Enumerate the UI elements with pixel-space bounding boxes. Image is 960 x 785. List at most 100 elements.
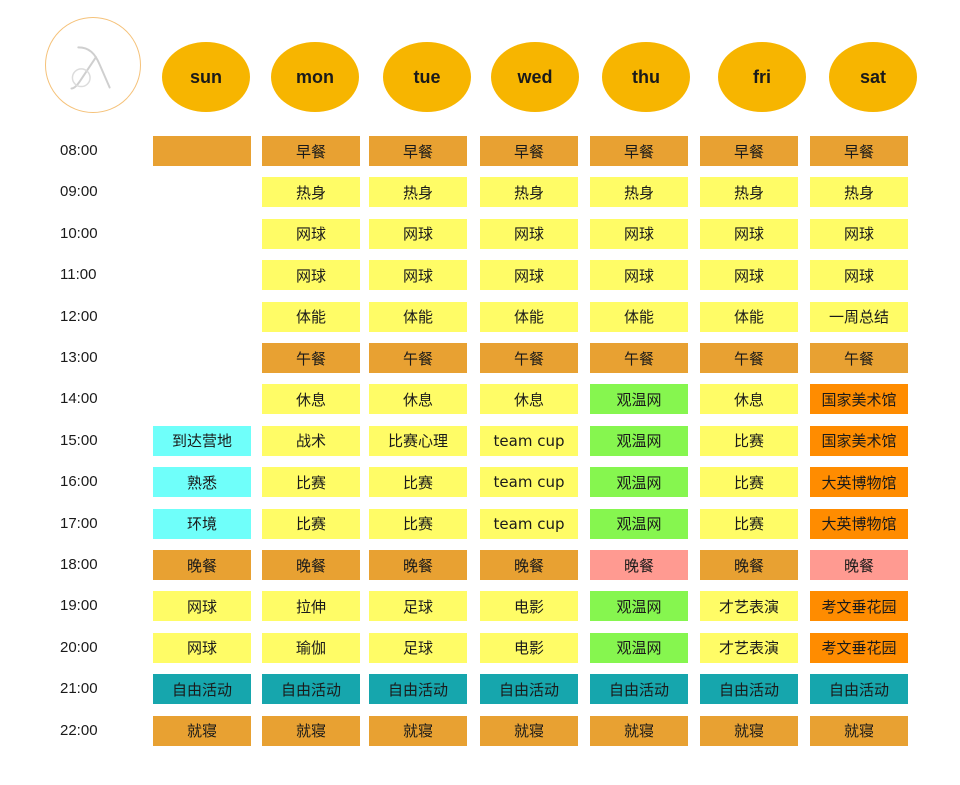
- day-bubble-sun: sun: [162, 42, 250, 112]
- schedule-cell-thu: 就寝: [590, 715, 688, 746]
- schedule-cell-sat: 国家美术馆: [810, 425, 908, 456]
- schedule-cell-fri: 就寝: [700, 715, 798, 746]
- schedule-cell-wed: 网球: [480, 218, 578, 249]
- time-label: 16:00: [60, 473, 98, 491]
- schedule-cell-tue: 足球: [369, 632, 467, 663]
- schedule-cell-mon: 就寝: [262, 715, 360, 746]
- schedule-cell-thu: 观温网: [590, 632, 688, 663]
- schedule-cell-thu: 观温网: [590, 508, 688, 539]
- schedule-cell-mon: 比赛: [262, 508, 360, 539]
- schedule-cell-thu: 网球: [590, 218, 688, 249]
- schedule-cell-sat: 午餐: [810, 343, 908, 373]
- schedule-cell-fri: 比赛: [700, 508, 798, 539]
- schedule-cell-tue: 比赛: [369, 467, 467, 498]
- time-label: 21:00: [60, 680, 98, 698]
- schedule-cell-tue: 早餐: [369, 136, 467, 166]
- time-label: 17:00: [60, 514, 98, 532]
- schedule-cell-thu: 观温网: [590, 384, 688, 415]
- schedule-cell-wed: 早餐: [480, 136, 578, 166]
- schedule-cell-tue: 休息: [369, 384, 467, 415]
- time-label: 20:00: [60, 638, 98, 656]
- schedule-cell-tue: 晚餐: [369, 550, 467, 580]
- schedule-cell-mon: 体能: [262, 301, 360, 332]
- schedule-cell-thu: 观温网: [590, 425, 688, 456]
- schedule-cell-wed: 休息: [480, 384, 578, 415]
- schedule-cell-mon: 热身: [262, 177, 360, 208]
- schedule-cell-mon: 网球: [262, 218, 360, 249]
- schedule-cell-fri: 比赛: [700, 425, 798, 456]
- schedule-cell-wed: 体能: [480, 301, 578, 332]
- schedule-cell-thu: 热身: [590, 177, 688, 208]
- time-label: 12:00: [60, 307, 98, 325]
- schedule-cell-sun: [153, 136, 251, 166]
- schedule-cell-sat: 就寝: [810, 715, 908, 746]
- day-bubble-mon: mon: [271, 42, 359, 112]
- schedule-cell-tue: 自由活动: [369, 674, 467, 705]
- schedule-cell-sat: 考文垂花园: [810, 632, 908, 663]
- schedule-cell-fri: 体能: [700, 301, 798, 332]
- schedule-cell-fri: 比赛: [700, 467, 798, 498]
- schedule-cell-tue: 热身: [369, 177, 467, 208]
- schedule-cell-sun: 到达营地: [153, 425, 251, 456]
- schedule-cell-sat: 网球: [810, 260, 908, 291]
- schedule-cell-fri: 早餐: [700, 136, 798, 166]
- schedule-cell-sat: 大英博物馆: [810, 467, 908, 498]
- time-label: 18:00: [60, 556, 98, 573]
- day-bubble-fri: fri: [718, 42, 806, 112]
- schedule-cell-wed: 热身: [480, 177, 578, 208]
- schedule-cell-fri: 网球: [700, 260, 798, 291]
- schedule-cell-wed: team cup: [480, 425, 578, 456]
- schedule-cell-wed: 就寝: [480, 715, 578, 746]
- schedule-cell-wed: 电影: [480, 632, 578, 663]
- schedule-cell-fri: 休息: [700, 384, 798, 415]
- schedule-cell-sat: 热身: [810, 177, 908, 208]
- schedule-cell-tue: 比赛: [369, 508, 467, 539]
- schedule-cell-wed: 网球: [480, 260, 578, 291]
- schedule-cell-thu: 观温网: [590, 467, 688, 498]
- schedule-cell-thu: 晚餐: [590, 550, 688, 580]
- day-bubble-tue: tue: [383, 42, 471, 112]
- schedule-cell-tue: 体能: [369, 301, 467, 332]
- time-label: 22:00: [60, 721, 98, 739]
- schedule-cell-fri: 自由活动: [700, 674, 798, 705]
- schedule-cell-sun: 网球: [153, 591, 251, 622]
- schedule-cell-sat: 国家美术馆: [810, 384, 908, 415]
- schedule-cell-sat: 晚餐: [810, 550, 908, 580]
- schedule-cell-mon: 晚餐: [262, 550, 360, 580]
- schedule-cell-sun: 晚餐: [153, 550, 251, 580]
- schedule-cell-tue: 足球: [369, 591, 467, 622]
- schedule-cell-sun: 网球: [153, 632, 251, 663]
- logo-icon: [45, 17, 141, 113]
- schedule-cell-tue: 网球: [369, 218, 467, 249]
- schedule-cell-sun: 熟悉: [153, 467, 251, 498]
- schedule-cell-mon: 瑜伽: [262, 632, 360, 663]
- schedule-cell-thu: 网球: [590, 260, 688, 291]
- schedule-cell-sat: 一周总结: [810, 301, 908, 332]
- schedule-cell-fri: 才艺表演: [700, 591, 798, 622]
- time-label: 14:00: [60, 390, 98, 408]
- schedule-cell-wed: 电影: [480, 591, 578, 622]
- schedule-cell-mon: 比赛: [262, 467, 360, 498]
- time-label: 11:00: [60, 266, 97, 284]
- schedule-cell-mon: 自由活动: [262, 674, 360, 705]
- schedule-cell-thu: 观温网: [590, 591, 688, 622]
- schedule-cell-sat: 大英博物馆: [810, 508, 908, 539]
- schedule-cell-fri: 热身: [700, 177, 798, 208]
- schedule-cell-sun: 就寝: [153, 715, 251, 746]
- schedule-cell-wed: team cup: [480, 467, 578, 498]
- schedule-cell-mon: 网球: [262, 260, 360, 291]
- schedule-cell-wed: 午餐: [480, 343, 578, 373]
- schedule-cell-wed: 晚餐: [480, 550, 578, 580]
- lambda-logo-icon: [70, 46, 111, 90]
- schedule-cell-tue: 比赛心理: [369, 425, 467, 456]
- day-bubble-thu: thu: [602, 42, 690, 112]
- schedule-cell-thu: 午餐: [590, 343, 688, 373]
- schedule-cell-sun: 环境: [153, 508, 251, 539]
- schedule-cell-fri: 午餐: [700, 343, 798, 373]
- schedule-cell-thu: 自由活动: [590, 674, 688, 705]
- schedule-cell-sat: 早餐: [810, 136, 908, 166]
- time-label: 13:00: [60, 349, 98, 366]
- schedule-cell-sun: 自由活动: [153, 674, 251, 705]
- time-label: 09:00: [60, 183, 98, 201]
